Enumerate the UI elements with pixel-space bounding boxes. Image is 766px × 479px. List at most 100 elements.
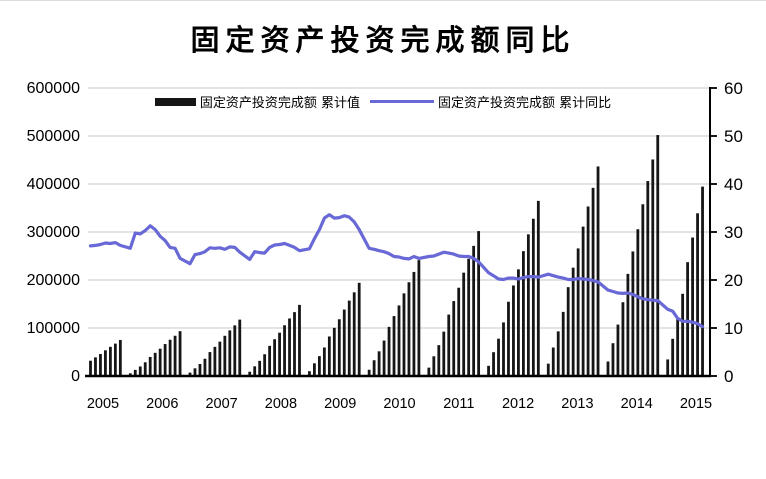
x-axis-year-label: 2015 — [680, 396, 712, 412]
bar — [631, 251, 635, 376]
right-axis-tick-label: 60 — [724, 79, 743, 98]
bar — [596, 166, 600, 376]
bar — [133, 369, 137, 376]
bar — [581, 226, 585, 376]
bar — [611, 343, 615, 376]
right-axis-tick-label: 50 — [724, 127, 743, 146]
bar — [357, 282, 361, 376]
bar — [571, 267, 575, 376]
bar-swatch-icon — [154, 97, 196, 106]
bar — [173, 335, 177, 376]
bar — [686, 262, 690, 376]
bar — [118, 339, 122, 376]
bar — [313, 363, 316, 376]
bar — [377, 351, 381, 376]
bar — [457, 287, 461, 376]
bar — [531, 218, 535, 376]
bar — [322, 347, 326, 376]
bar — [128, 373, 132, 376]
bar — [223, 335, 227, 376]
bar — [566, 287, 570, 376]
bar — [288, 318, 291, 376]
bar — [233, 325, 237, 376]
legend-label-line-series: 固定资产投资完成额 累计同比 — [438, 96, 612, 111]
x-axis-year-label: 2006 — [146, 396, 178, 412]
bar — [522, 251, 525, 376]
bar — [487, 365, 490, 376]
bar — [298, 304, 301, 376]
bar — [646, 181, 650, 376]
bar — [507, 301, 510, 376]
line-series — [88, 213, 705, 329]
bar — [467, 258, 471, 376]
bar — [462, 272, 466, 376]
bar — [283, 325, 286, 376]
bar — [681, 293, 685, 376]
bar — [477, 231, 481, 376]
bar — [691, 237, 694, 376]
bar — [188, 372, 192, 376]
legend-label-bar-series: 固定资产投资完成额 累计值 — [199, 96, 360, 111]
bar — [666, 359, 670, 376]
x-axis-year-label: 2013 — [561, 396, 593, 412]
x-axis-year-label: 2010 — [383, 396, 415, 412]
bar — [392, 316, 396, 376]
bar — [546, 363, 550, 376]
bar — [442, 331, 446, 376]
bar — [526, 234, 530, 376]
x-axis-year-label: 2008 — [265, 396, 297, 412]
y-axis-tick-label: 600000 — [27, 80, 80, 97]
y-axis-tick-label: 100000 — [27, 320, 80, 337]
bar — [656, 135, 660, 376]
legend: 固定资产投资完成额 累计值 固定资产投资完成额 累计同比 — [0, 92, 766, 111]
bar — [636, 229, 640, 376]
bar — [238, 319, 242, 376]
bar — [158, 348, 162, 376]
x-axis-year-label: 2014 — [621, 396, 653, 412]
bar — [447, 314, 451, 376]
bar — [148, 356, 152, 376]
bar — [113, 343, 117, 376]
bar — [512, 285, 515, 376]
bar — [218, 341, 222, 376]
bar — [138, 366, 142, 376]
bar — [258, 360, 262, 376]
bar — [317, 356, 321, 376]
bar — [168, 339, 172, 376]
bar — [696, 213, 699, 376]
bar — [586, 206, 590, 376]
y-axis-tick-label: 300000 — [27, 224, 80, 241]
bar — [626, 273, 630, 376]
right-axis-tick-label: 20 — [724, 271, 743, 290]
bar — [203, 358, 207, 376]
bar — [701, 186, 704, 376]
bar — [641, 204, 645, 376]
right-axis-tick-label: 30 — [724, 223, 743, 242]
bar — [198, 363, 202, 376]
bar — [407, 282, 411, 376]
bar — [561, 311, 565, 376]
bar — [268, 345, 272, 376]
bar — [412, 271, 416, 376]
bar — [671, 338, 675, 376]
bar — [551, 347, 555, 376]
bar — [273, 339, 276, 376]
x-axis-year-label: 2007 — [205, 396, 237, 412]
bar — [99, 354, 102, 376]
bar — [367, 369, 371, 376]
bar — [327, 336, 331, 376]
bar — [342, 309, 346, 376]
bar — [104, 350, 107, 376]
bar — [347, 300, 351, 376]
bar — [387, 326, 391, 376]
bar — [94, 357, 97, 376]
y-axis-tick-label: 500000 — [27, 128, 80, 145]
bar — [228, 330, 232, 376]
bar — [308, 371, 311, 376]
bar — [153, 352, 157, 376]
bar — [193, 368, 197, 376]
bar — [606, 361, 610, 376]
bar — [178, 331, 182, 376]
bar — [497, 338, 500, 376]
